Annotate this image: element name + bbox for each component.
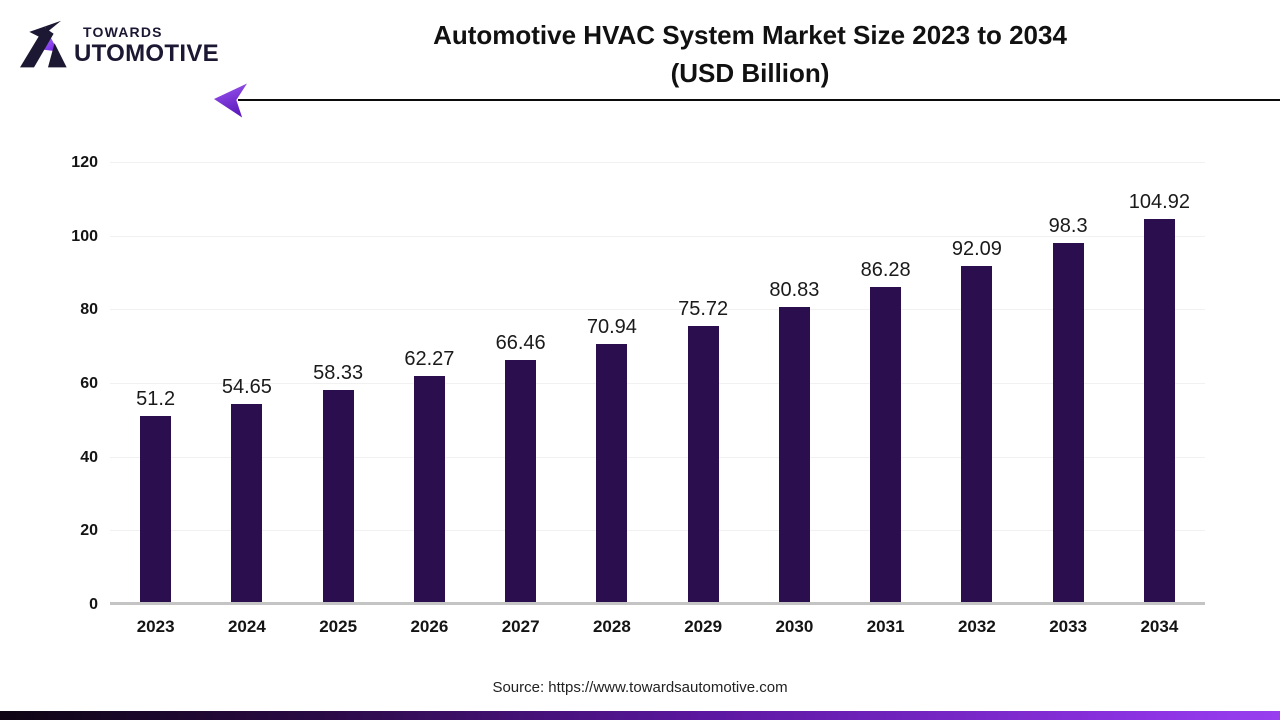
x-tick-label: 2025 [319,617,358,636]
gridline [110,530,1205,532]
bar-group: 70.94 [566,163,657,605]
x-tick-label: 2033 [1049,617,1088,636]
bar-group: 80.83 [749,163,840,605]
x-tick-label: 2031 [866,617,905,636]
x-tick-label: 2029 [684,617,723,636]
logo-a-mark-icon [20,20,67,68]
bar [505,360,537,605]
x-tick-label: 2030 [775,617,814,636]
bar-group: 62.27 [384,163,475,605]
bar-value-label: 58.33 [313,362,364,385]
gridline [110,162,1205,163]
bar [413,375,445,605]
left-arrow-icon [214,83,247,118]
bar-group: 86.28 [840,163,931,605]
bar-value-label: 92.09 [951,237,1002,260]
y-tick-label: 0 [89,596,98,613]
x-axis: 2023 2024 2025 2026 2027 2028 2029 2030 2031 2032… [110,617,1205,637]
y-tick-label: 100 [71,227,98,245]
bars: 51.2 54.65 58.33 62.27 66.46 70.94 75.72 80.83 8… [110,163,1205,605]
bar [1052,242,1084,605]
bar-value-label: 98.3 [1048,214,1088,237]
bar-value-label: 62.27 [404,347,455,370]
bar-value-label: 75.72 [678,298,729,321]
y-tick-label: 120 [71,154,98,171]
bar-group: 51.2 [110,163,201,605]
gridline [110,456,1205,458]
x-tick-label: 2024 [227,617,266,636]
bar-value-label: 80.83 [769,279,820,302]
logo-automotive-text: UTOMOTIVE [74,40,219,67]
bottom-gradient-bar [0,711,1280,720]
bar [1143,218,1175,605]
bar-group: 58.33 [293,163,384,605]
bar-group: 75.72 [658,163,749,605]
bar [322,390,354,605]
bar [140,416,172,605]
gridline [110,235,1205,237]
bar [231,403,263,605]
gridline [110,309,1205,311]
gridline [110,383,1205,384]
y-tick-label: 20 [80,522,98,540]
bar-value-label: 54.65 [221,375,272,398]
x-tick-label: 2034 [1140,617,1179,636]
x-tick-label: 2026 [410,617,449,636]
bar-group: 98.3 [1023,163,1114,605]
bar [778,307,810,605]
page-title-line1: Automotive HVAC System Market Size 2023 … [433,20,1067,50]
x-tick-label: 2023 [136,617,175,636]
bar-value-label: 51.2 [136,388,176,411]
bar-group: 66.46 [475,163,566,605]
y-tick-label: 40 [80,448,98,466]
bar-value-label: 104.92 [1128,190,1190,213]
bar [870,287,902,605]
bar [687,326,719,605]
y-tick-label: 60 [80,375,98,392]
bar-group: 104.92 [1114,163,1205,605]
bar-value-label: 66.46 [495,332,546,355]
bar-value-label: 70.94 [586,315,637,338]
y-axis: 0 20 40 60 80 100 120 [44,155,98,613]
bar-group: 54.65 [201,163,292,605]
bar-value-label: 86.28 [860,259,911,282]
x-axis-line [110,602,1205,605]
bar-group: 92.09 [931,163,1022,605]
bar [961,265,993,605]
x-tick-label: 2028 [592,617,631,636]
page-title: Automotive HVAC System Market Size 2023 … [220,16,1280,92]
x-tick-label: 2032 [957,617,996,636]
header-divider-line [238,99,1280,101]
brand-logo: TOWARDS UTOMOTIVE [20,18,250,78]
logo-towards-text: TOWARDS [83,24,163,40]
y-tick-label: 80 [80,301,98,319]
bar [596,343,628,605]
x-tick-label: 2027 [501,617,540,636]
source-text: Source: https://www.towardsautomotive.co… [492,679,788,696]
page-title-line2: (USD Billion) [670,58,830,88]
plot-area: 51.2 54.65 58.33 62.27 66.46 70.94 75.72 80.83 8… [110,162,1205,605]
